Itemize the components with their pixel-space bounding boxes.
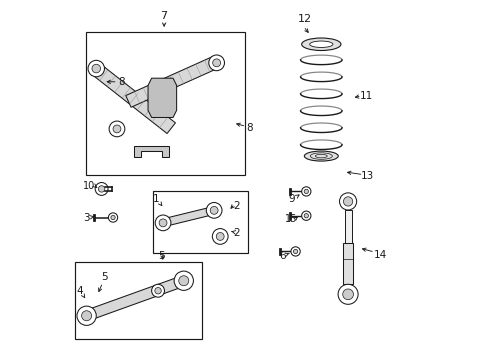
Circle shape [159,219,166,227]
Polygon shape [162,207,215,227]
Bar [342,243,353,284]
Circle shape [155,215,171,231]
Circle shape [92,64,101,73]
Circle shape [111,215,115,220]
Bar [153,191,247,253]
Text: 15: 15 [284,214,297,224]
Circle shape [304,213,308,218]
Text: 14: 14 [373,250,386,260]
Circle shape [290,247,300,256]
Circle shape [88,60,104,77]
Circle shape [216,233,224,240]
Circle shape [339,193,356,210]
Text: 2: 2 [233,201,240,211]
Text: 4: 4 [77,287,83,296]
Circle shape [206,203,222,218]
Text: 6: 6 [279,251,285,261]
Text: 10: 10 [83,181,95,192]
Ellipse shape [304,151,338,161]
Circle shape [301,211,310,220]
Text: 5: 5 [101,272,107,282]
Text: 7: 7 [160,11,167,21]
Polygon shape [125,56,218,107]
Circle shape [155,288,161,294]
Circle shape [151,284,164,297]
Text: 9: 9 [288,194,295,203]
Circle shape [343,197,352,206]
Circle shape [210,206,218,214]
Circle shape [174,271,193,291]
Circle shape [301,187,310,196]
Circle shape [293,249,297,253]
Circle shape [208,55,224,71]
Circle shape [98,186,104,192]
Circle shape [77,306,96,325]
Text: 5: 5 [158,251,164,261]
Text: 2: 2 [233,228,240,238]
Bar [344,210,351,243]
Polygon shape [92,64,175,134]
Polygon shape [84,276,185,321]
Circle shape [212,59,220,67]
Ellipse shape [301,38,340,50]
Circle shape [109,121,124,137]
Text: 3: 3 [83,213,90,223]
Circle shape [113,125,121,133]
Text: 12: 12 [298,14,312,24]
Text: 11: 11 [359,91,372,101]
Circle shape [304,189,308,194]
Circle shape [179,276,188,286]
Circle shape [95,183,108,195]
Polygon shape [148,78,176,117]
Text: 8: 8 [246,123,253,133]
Text: 1: 1 [152,194,159,204]
Circle shape [212,229,227,244]
Ellipse shape [309,41,332,48]
Bar [85,32,244,175]
Circle shape [81,311,91,321]
Circle shape [108,213,118,222]
Text: 13: 13 [360,171,374,181]
Text: 8: 8 [118,77,124,87]
Circle shape [337,284,357,304]
Bar [75,262,201,339]
Polygon shape [134,146,169,157]
Circle shape [342,289,353,300]
